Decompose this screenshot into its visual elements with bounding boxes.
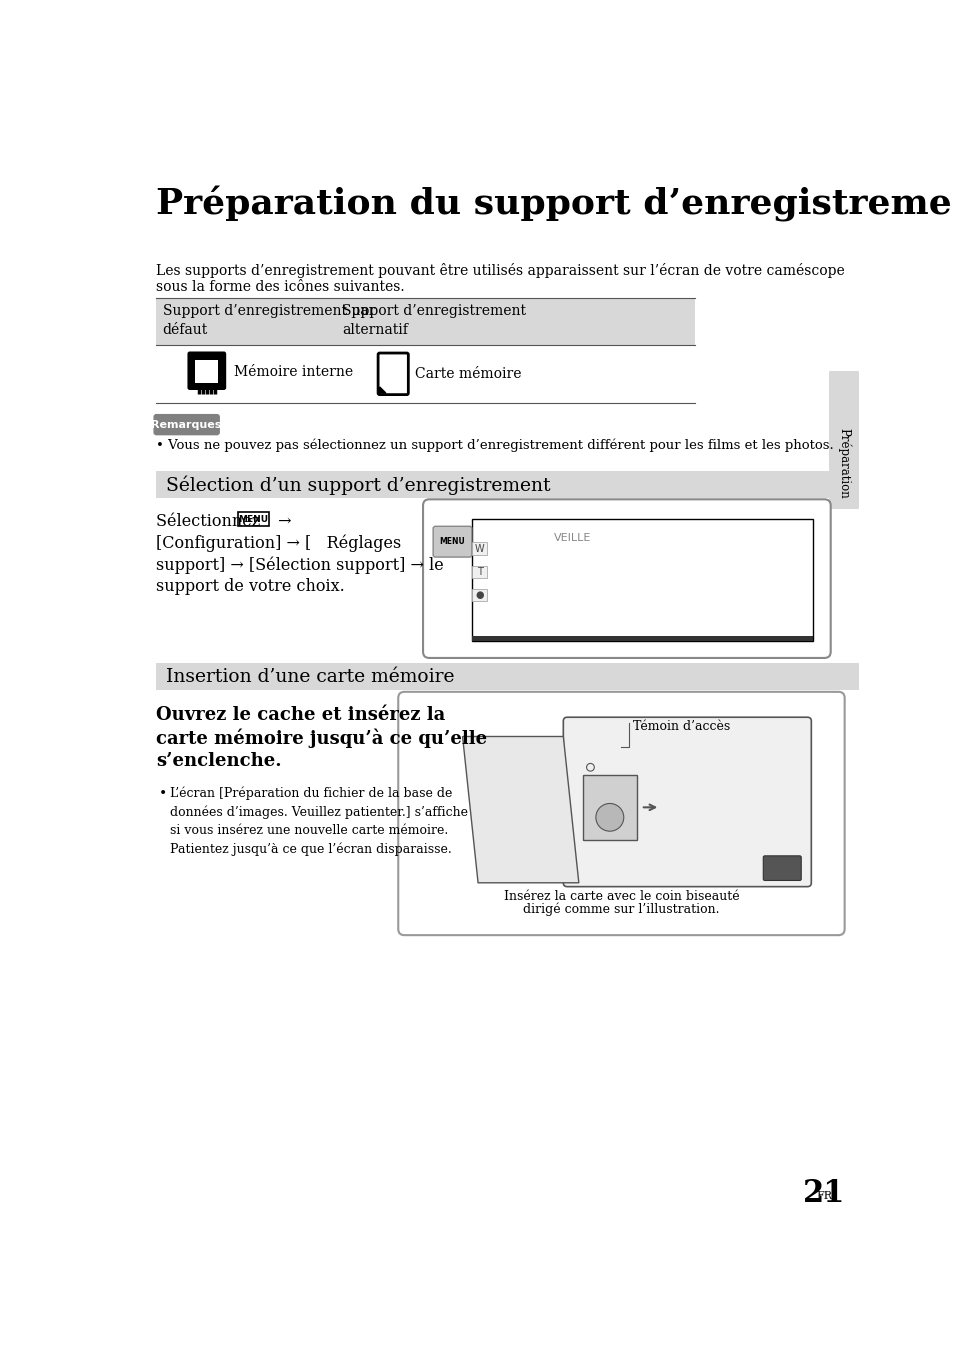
Text: Préparation du support d’enregistrement: Préparation du support d’enregistrement	[156, 186, 953, 223]
Text: L’écran [Préparation du fichier de la base de
données d’images. Veuillez patient: L’écran [Préparation du fichier de la ba…	[171, 787, 468, 855]
Text: Ouvrez le cache et insérez la: Ouvrez le cache et insérez la	[156, 706, 445, 723]
Bar	[195, 360, 218, 383]
Text: dirigé comme sur l’illustration.: dirigé comme sur l’illustration.	[522, 902, 719, 916]
Text: VEILLE: VEILLE	[554, 533, 591, 543]
Text: s’enclenche.: s’enclenche.	[156, 752, 282, 769]
Text: support] → [Sélection support] → le: support] → [Sélection support] → le	[156, 556, 444, 574]
FancyBboxPatch shape	[237, 513, 269, 527]
Text: Préparation: Préparation	[836, 427, 850, 498]
Text: MENU: MENU	[238, 514, 268, 524]
Bar	[472, 589, 487, 601]
Text: [Configuration] → [   Réglages: [Configuration] → [ Réglages	[156, 535, 401, 552]
Polygon shape	[462, 737, 578, 883]
Text: Carte mémoire: Carte mémoire	[415, 366, 521, 381]
FancyBboxPatch shape	[422, 499, 830, 658]
Text: carte mémoire jusqu’à ce qu’elle: carte mémoire jusqu’à ce qu’elle	[156, 729, 487, 748]
Text: Support d’enregistrement par
défaut: Support d’enregistrement par défaut	[162, 304, 375, 338]
Text: Insérez la carte avec le coin biseauté: Insérez la carte avec le coin biseauté	[503, 890, 739, 904]
Text: •: •	[158, 787, 167, 801]
Bar	[582, 775, 637, 840]
Text: Insertion d’une carte mémoire: Insertion d’une carte mémoire	[166, 668, 454, 685]
Bar	[472, 520, 812, 641]
Bar	[472, 566, 487, 578]
Text: Les supports d’enregistrement pouvant être utilisés apparaissent sur l’écran de : Les supports d’enregistrement pouvant êt…	[156, 263, 844, 278]
Text: Sélectionnez: Sélectionnez	[156, 513, 266, 531]
FancyBboxPatch shape	[377, 353, 408, 395]
Text: support de votre choix.: support de votre choix.	[156, 578, 345, 594]
Text: →: →	[274, 513, 292, 531]
Bar	[472, 636, 812, 641]
FancyBboxPatch shape	[154, 415, 219, 434]
Text: Témoin d’accès: Témoin d’accès	[633, 719, 730, 733]
FancyBboxPatch shape	[762, 856, 801, 881]
Bar	[472, 543, 487, 555]
FancyBboxPatch shape	[187, 351, 226, 389]
Text: sous la forme des icônes suivantes.: sous la forme des icônes suivantes.	[156, 280, 405, 294]
FancyBboxPatch shape	[562, 718, 810, 886]
Text: FR: FR	[816, 1191, 832, 1201]
Bar	[156, 297, 695, 345]
Text: MENU: MENU	[439, 537, 465, 546]
Text: Remarques: Remarques	[152, 419, 222, 430]
Bar	[828, 370, 858, 509]
Bar	[156, 345, 695, 403]
Text: • Vous ne pouvez pas sélectionnez un support d’enregistrement différent pour les: • Vous ne pouvez pas sélectionnez un sup…	[156, 438, 833, 452]
Text: 21: 21	[802, 1178, 844, 1209]
Text: Support d’enregistrement
alternatif: Support d’enregistrement alternatif	[342, 304, 526, 338]
Bar	[156, 471, 858, 498]
Circle shape	[596, 803, 623, 832]
Text: Mémoire interne: Mémoire interne	[233, 365, 353, 379]
Text: ●: ●	[475, 590, 483, 600]
Text: Sélection d’un support d’enregistrement: Sélection d’un support d’enregistrement	[166, 475, 550, 495]
FancyBboxPatch shape	[433, 527, 472, 558]
Text: W: W	[475, 544, 484, 554]
FancyBboxPatch shape	[397, 692, 843, 935]
Polygon shape	[379, 387, 385, 394]
Text: T: T	[476, 567, 482, 577]
Bar	[156, 664, 858, 691]
